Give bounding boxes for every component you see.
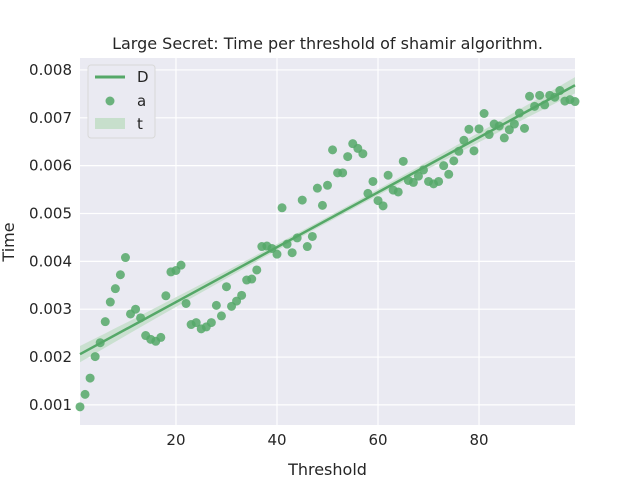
data-point [464, 124, 474, 134]
regression-line-group [79, 84, 576, 356]
y-tick-label: 0.004 [29, 252, 72, 270]
data-point [323, 180, 332, 190]
data-point [120, 253, 130, 263]
data-point [216, 311, 226, 321]
data-point [525, 91, 535, 101]
data-point [287, 248, 297, 258]
data-point [408, 177, 418, 187]
data-point [459, 135, 469, 145]
y-tick-label: 0.006 [29, 157, 72, 175]
data-point [393, 187, 403, 197]
data-point [115, 270, 125, 280]
y-axis-label: Time [0, 222, 18, 262]
data-point [156, 332, 166, 342]
data-point [413, 171, 423, 181]
legend-label-d: D [137, 68, 149, 86]
grid [80, 58, 575, 425]
data-point [378, 201, 388, 211]
data-point [211, 300, 221, 310]
chart-title: Large Secret: Time per threshold of sham… [112, 34, 543, 53]
x-tick-label: 40 [267, 431, 286, 449]
data-point [302, 242, 312, 252]
data-point [479, 109, 489, 119]
y-tick-label: 0.002 [29, 348, 72, 366]
plot-area [80, 58, 575, 425]
y-tick-label: 0.003 [29, 300, 72, 318]
y-tick-label: 0.008 [29, 61, 72, 79]
data-point [317, 200, 327, 210]
data-point [444, 169, 454, 179]
legend: D a t [87, 64, 156, 139]
data-point [176, 260, 186, 270]
x-tick-label: 20 [166, 431, 185, 449]
data-point [237, 290, 247, 300]
legend-label-t: t [137, 115, 143, 133]
data-point [368, 176, 378, 186]
x-tick-labels: 20 40 60 80 [166, 431, 488, 449]
data-point [85, 373, 95, 383]
legend-marker-swatch [105, 96, 115, 106]
data-point [570, 97, 580, 107]
data-point [272, 249, 282, 259]
data-point [105, 297, 115, 307]
y-tick-label: 0.001 [29, 396, 72, 414]
data-point [297, 195, 307, 205]
data-point [328, 145, 338, 155]
data-point [358, 149, 368, 159]
data-point [343, 152, 353, 162]
data-point [535, 90, 545, 100]
regression-line [79, 84, 576, 356]
data-point [80, 389, 90, 399]
x-tick-label: 60 [368, 431, 387, 449]
data-point [439, 161, 449, 171]
y-tick-labels: 0.001 0.002 0.003 0.004 0.005 0.006 0.007 0.008 [29, 61, 72, 414]
legend-label-a: a [137, 92, 146, 110]
x-axis-label: Threshold [287, 460, 367, 479]
data-point [206, 318, 216, 328]
data-point [383, 170, 393, 180]
data-point [307, 231, 317, 241]
data-point [110, 284, 120, 294]
data-point [398, 156, 408, 166]
data-point [100, 317, 110, 327]
data-point [191, 318, 201, 328]
x-tick-label: 80 [469, 431, 488, 449]
data-point [449, 156, 459, 166]
legend-band-swatch [95, 118, 125, 129]
data-point [434, 176, 444, 186]
data-point [519, 123, 529, 133]
data-point [252, 265, 262, 275]
data-point [469, 146, 479, 156]
data-point [131, 304, 141, 314]
data-point [509, 119, 519, 129]
data-point [181, 298, 191, 308]
data-point [499, 133, 509, 143]
data-point [474, 124, 484, 134]
data-point [277, 203, 287, 213]
data-point [247, 274, 257, 284]
data-point [90, 352, 100, 362]
data-point [161, 291, 171, 301]
data-point [221, 282, 231, 292]
data-point [75, 402, 85, 412]
data-point [338, 168, 348, 178]
data-point [312, 183, 322, 193]
y-tick-label: 0.005 [29, 205, 72, 223]
y-tick-label: 0.007 [29, 109, 72, 127]
